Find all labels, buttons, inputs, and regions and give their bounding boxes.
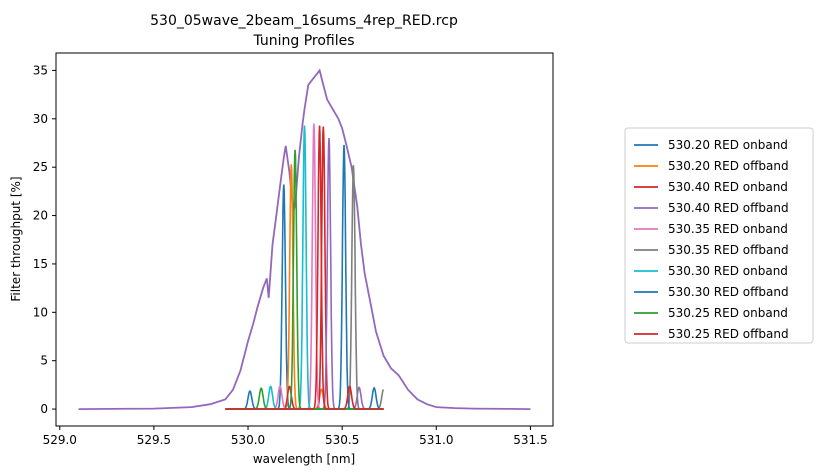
envelope-line	[78, 68, 531, 410]
x-tick-label: 530.5	[325, 433, 359, 447]
x-tick-label: 531.0	[419, 433, 453, 447]
y-tick-label: 0	[40, 402, 48, 416]
x-axis: 529.0 529.5 530.0 530.5 531.0 531.5	[43, 426, 548, 447]
y-tick-label: 35	[33, 63, 48, 77]
series-layer	[78, 68, 531, 410]
legend-label: 530.40 RED onband	[668, 180, 788, 194]
legend-label: 530.35 RED offband	[668, 243, 789, 257]
y-tick-label: 15	[33, 257, 48, 271]
legend: 530.20 RED onband 530.20 RED offband 530.4…	[624, 127, 814, 344]
plot-border	[55, 52, 554, 427]
chart-title: 530_05wave_2beam_16sums_4rep_RED.rcp	[150, 13, 458, 29]
y-tick-label: 5	[40, 354, 48, 368]
x-tick-label: 529.0	[43, 433, 77, 447]
x-tick-label: 531.5	[513, 433, 547, 447]
x-axis-label: wavelength [nm]	[253, 452, 355, 466]
legend-label: 530.25 RED onband	[668, 306, 788, 320]
plot-area	[55, 52, 554, 427]
y-axis-label: Filter throughput [%]	[9, 176, 23, 301]
y-tick-label: 10	[33, 305, 48, 319]
legend-label: 530.30 RED offband	[668, 285, 789, 299]
legend-label: 530.20 RED offband	[668, 159, 789, 173]
chart-subtitle: Tuning Profiles	[252, 33, 354, 49]
y-tick-label: 20	[33, 209, 48, 223]
legend-label: 530.30 RED onband	[668, 264, 788, 278]
y-axis: 0 5 10 15 20 25 30 35	[33, 63, 56, 416]
y-tick-label: 25	[33, 160, 48, 174]
legend-box	[624, 127, 814, 344]
x-tick-label: 530.0	[231, 433, 265, 447]
y-tick-label: 30	[33, 112, 48, 126]
x-tick-label: 529.5	[137, 433, 171, 447]
legend-label: 530.25 RED offband	[668, 327, 789, 341]
series-line	[225, 125, 384, 410]
legend-label: 530.35 RED onband	[668, 222, 788, 236]
legend-label: 530.20 RED onband	[668, 138, 788, 152]
legend-label: 530.40 RED offband	[668, 201, 789, 215]
